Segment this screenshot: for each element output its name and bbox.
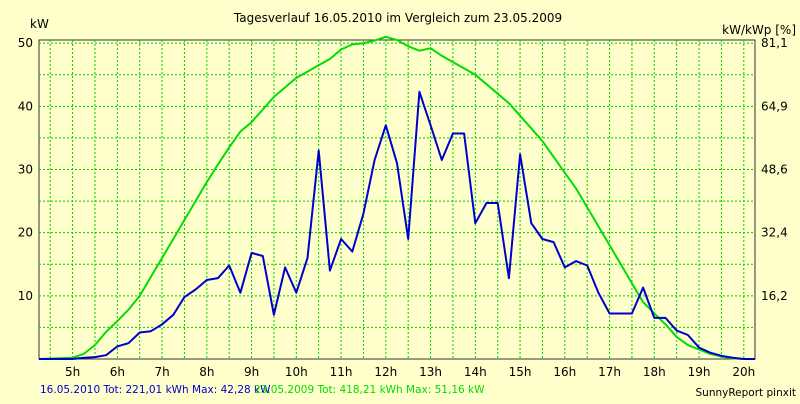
series-layer: [38, 35, 755, 360]
y-tick-label-left: 30: [18, 162, 33, 176]
y-tick-label-right: 64,9: [761, 99, 788, 113]
y-tick-label-right: 81,1: [761, 36, 788, 50]
x-tick-label: 20h: [732, 365, 755, 379]
x-tick-label: 6h: [110, 365, 125, 379]
y-tick-label-left: 10: [18, 289, 33, 303]
x-tick-label: 13h: [419, 365, 442, 379]
x-tick-label: 17h: [598, 365, 621, 379]
x-tick-label: 9h: [244, 365, 259, 379]
right-axis-unit: kW/kWp [%]: [722, 23, 796, 37]
x-tick-label: 15h: [509, 365, 532, 379]
legend-series-2: 23.05.2009 Tot: 418,21 kWh Max: 51,16 kW: [254, 384, 485, 396]
y-tick-label-right: 16,2: [761, 289, 788, 303]
y-tick-label-left: 20: [18, 226, 33, 240]
x-tick-label: 10h: [285, 365, 308, 379]
x-tick-label: 14h: [464, 365, 487, 379]
plot-area: [38, 39, 756, 360]
y-tick-label-left: 50: [18, 36, 33, 50]
y-tick-label-left: 40: [18, 99, 33, 113]
x-tick-label: 18h: [643, 365, 666, 379]
chart-title: Tagesverlauf 16.05.2010 im Vergleich zum…: [233, 11, 562, 25]
x-tick-label: 11h: [330, 365, 353, 379]
x-tick-label: 5h: [65, 365, 80, 379]
credit-label: SunnyReport pinxit: [696, 387, 796, 399]
x-tick-label: 12h: [374, 365, 397, 379]
x-tick-label: 19h: [688, 365, 711, 379]
x-tick-label: 7h: [154, 365, 169, 379]
x-tick-label: 8h: [199, 365, 214, 379]
left-axis-unit: kW: [30, 17, 49, 31]
x-tick-label: 16h: [553, 365, 576, 379]
series-line-2010: [39, 90, 755, 360]
legend-series-1: 16.05.2010 Tot: 221,01 kWh Max: 42,28 kW: [40, 384, 271, 396]
y-tick-label-right: 48,6: [761, 162, 788, 176]
y-tick-label-right: 32,4: [761, 226, 788, 240]
axes: 5h 6h 7h 8h 9h 10h 11h 12h 13h 14h 15h 16h 17h 18h 19h…: [18, 36, 788, 379]
